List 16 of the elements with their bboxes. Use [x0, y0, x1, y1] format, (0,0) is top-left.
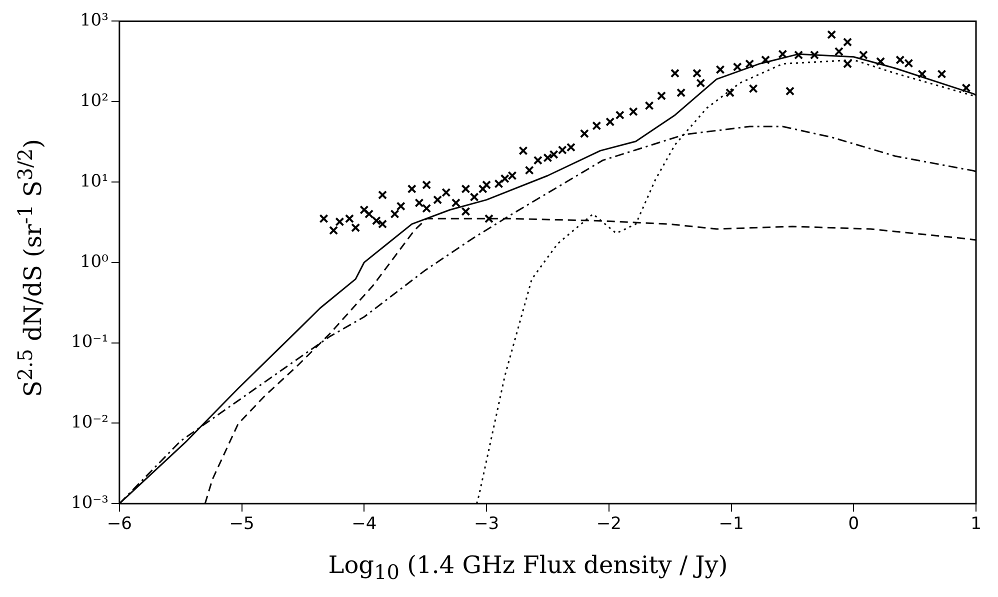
- y-tick-label: 10⁻¹: [71, 332, 108, 352]
- x-tick-label: 1: [970, 514, 982, 534]
- x-tick-label: −5: [229, 514, 254, 534]
- y-tick-label: 10³: [80, 10, 108, 31]
- x-tick-label: −6: [106, 514, 132, 534]
- y-tick-label: 10⁰: [80, 252, 109, 272]
- y-tick-label: 10²: [80, 91, 108, 112]
- x-axis-title: Log$_{10}$ (1.4 GHz Flux density / Jy): [327, 551, 729, 584]
- y-tick-label: 10⁻²: [71, 412, 108, 433]
- x-tick-label: 0: [848, 514, 860, 534]
- x-tick-label: −1: [718, 514, 744, 534]
- y-tick-label: 10¹: [80, 171, 108, 192]
- x-tick-label: −2: [596, 514, 622, 534]
- y-tick-label: 10⁻³: [71, 493, 108, 514]
- x-tick-label: −3: [474, 514, 500, 534]
- x-tick-label: −4: [352, 514, 377, 534]
